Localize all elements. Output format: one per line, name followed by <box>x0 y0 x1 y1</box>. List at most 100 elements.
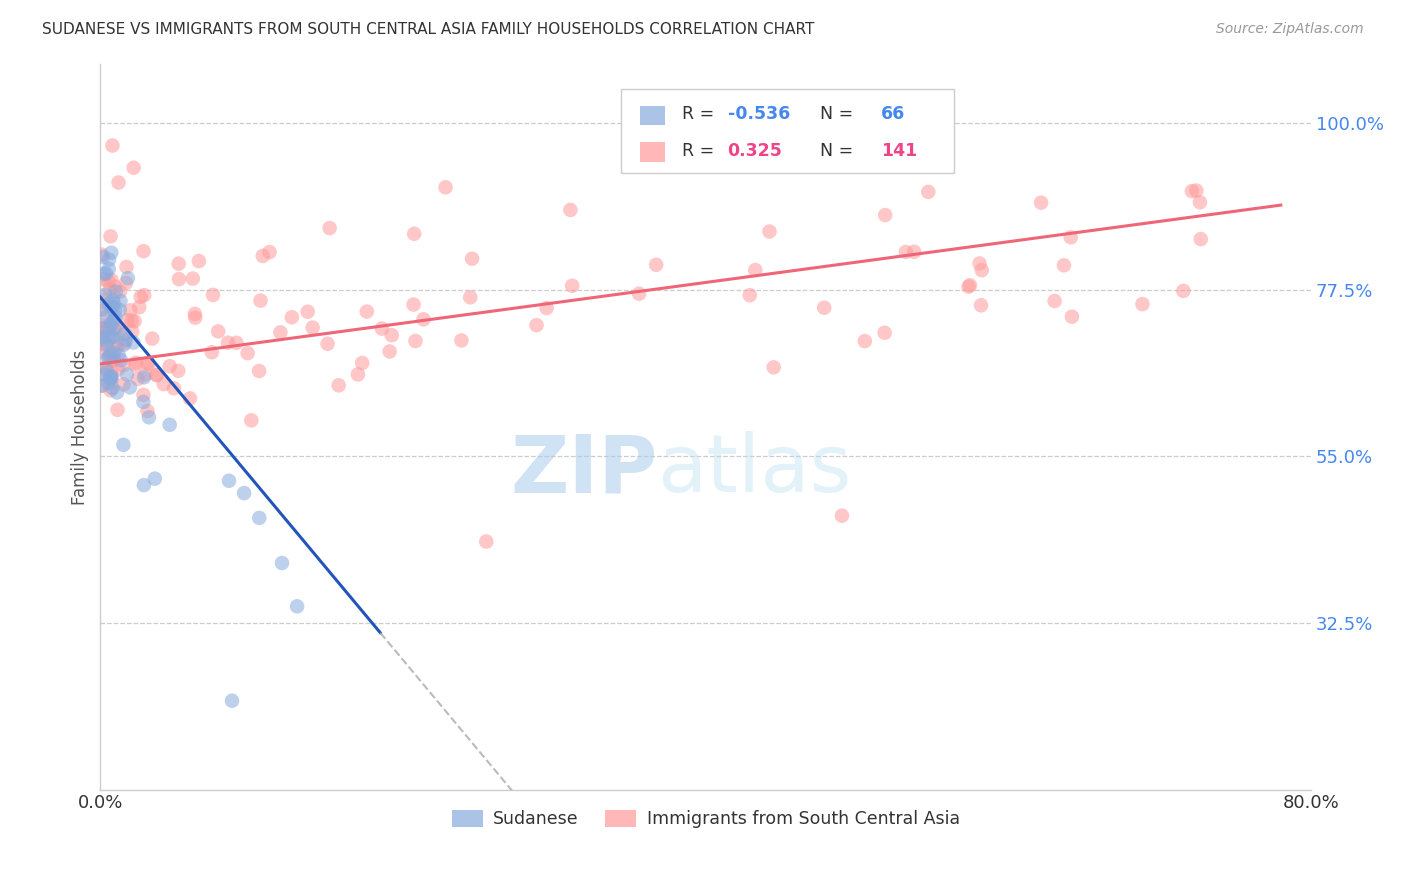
Point <box>450 334 472 348</box>
Point <box>98 371 121 385</box>
Point <box>117 271 139 285</box>
Point <box>252 249 274 263</box>
Point <box>152 377 174 392</box>
Point <box>475 534 498 549</box>
Point <box>404 227 426 241</box>
Point <box>112 358 135 372</box>
Point <box>90 318 112 332</box>
Point <box>970 263 993 277</box>
Point <box>94 322 117 336</box>
Y-axis label: Family Households: Family Households <box>72 349 89 505</box>
Point <box>132 478 155 492</box>
Text: 0.325: 0.325 <box>727 142 782 160</box>
Point <box>138 357 160 371</box>
Point <box>412 312 434 326</box>
Point <box>201 345 224 359</box>
Point <box>103 296 125 310</box>
Point <box>100 245 122 260</box>
Point <box>90 378 112 392</box>
Point <box>98 332 121 346</box>
Point <box>894 244 917 259</box>
Point <box>97 261 120 276</box>
Point <box>145 368 167 382</box>
Point <box>458 290 481 304</box>
Point <box>91 343 114 358</box>
Point <box>297 304 319 318</box>
Point <box>90 332 112 346</box>
Point <box>107 176 129 190</box>
Point <box>959 278 981 293</box>
Point <box>347 368 370 382</box>
Point <box>96 363 118 377</box>
Point <box>207 324 229 338</box>
Point <box>536 301 558 315</box>
Point <box>125 356 148 370</box>
Text: -0.536: -0.536 <box>727 105 790 123</box>
Point <box>127 372 149 386</box>
Point <box>91 272 114 286</box>
Point <box>221 694 243 708</box>
Point <box>873 326 896 340</box>
Point <box>561 278 583 293</box>
Point <box>1029 195 1052 210</box>
Point <box>100 369 122 384</box>
Point <box>100 318 122 332</box>
Point <box>101 330 124 344</box>
Point <box>97 350 120 364</box>
Point <box>434 180 457 194</box>
Point <box>132 388 155 402</box>
Point <box>100 352 122 367</box>
Point <box>352 356 374 370</box>
Point <box>1185 184 1208 198</box>
Point <box>1189 232 1212 246</box>
Point <box>101 300 124 314</box>
Point <box>93 368 115 382</box>
Point <box>104 285 127 299</box>
Point <box>1173 284 1195 298</box>
Point <box>103 322 125 336</box>
Point <box>247 511 270 525</box>
Point <box>100 371 122 385</box>
Point <box>526 318 548 333</box>
Text: atlas: atlas <box>657 432 852 509</box>
Point <box>184 307 207 321</box>
Point <box>167 364 190 378</box>
Text: SUDANESE VS IMMIGRANTS FROM SOUTH CENTRAL ASIA FAMILY HOUSEHOLDS CORRELATION CHA: SUDANESE VS IMMIGRANTS FROM SOUTH CENTRA… <box>42 22 814 37</box>
FancyBboxPatch shape <box>621 89 953 173</box>
Point <box>90 321 112 335</box>
Point <box>129 290 152 304</box>
Point <box>97 274 120 288</box>
Point <box>134 368 156 382</box>
Point <box>90 334 112 348</box>
Point <box>104 310 127 324</box>
Point <box>117 313 139 327</box>
Point <box>762 360 785 375</box>
Point <box>146 368 169 382</box>
Point <box>115 276 138 290</box>
Point <box>179 392 201 406</box>
Point <box>93 330 115 344</box>
Point <box>98 283 121 297</box>
Point <box>404 334 426 348</box>
Point <box>121 325 143 339</box>
Point <box>91 250 114 264</box>
Legend: Sudanese, Immigrants from South Central Asia: Sudanese, Immigrants from South Central … <box>444 803 967 835</box>
Point <box>112 377 135 392</box>
Point <box>628 286 651 301</box>
Point <box>90 337 112 351</box>
Point <box>108 285 131 299</box>
Point <box>108 303 131 318</box>
Point <box>100 229 122 244</box>
Text: 141: 141 <box>882 142 918 160</box>
Point <box>187 254 209 268</box>
Text: N =: N = <box>808 142 859 160</box>
Point <box>970 298 993 312</box>
Text: Source: ZipAtlas.com: Source: ZipAtlas.com <box>1216 22 1364 37</box>
Point <box>112 338 135 352</box>
Point <box>100 374 122 388</box>
Text: R =: R = <box>682 105 720 123</box>
Point <box>138 410 160 425</box>
Point <box>744 263 766 277</box>
Point <box>103 346 125 360</box>
Point <box>96 337 118 351</box>
